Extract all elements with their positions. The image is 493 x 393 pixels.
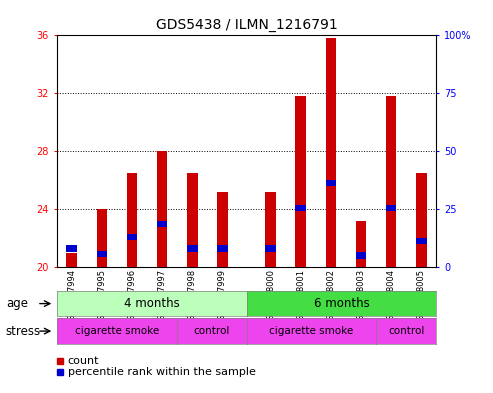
Text: percentile rank within the sample: percentile rank within the sample [68,367,255,377]
Bar [416,173,426,267]
Bar [127,233,137,240]
Bar [187,173,198,267]
Text: 6 months: 6 months [314,297,369,310]
Bar [265,245,276,252]
Bar [187,245,198,252]
Text: count: count [68,356,99,365]
Bar [217,192,228,267]
Bar [97,209,107,267]
Text: GDS5438 / ILMN_1216791: GDS5438 / ILMN_1216791 [156,18,337,32]
Bar [325,38,336,267]
Bar [295,96,306,267]
Text: control: control [388,326,424,336]
Text: cigarette smoke: cigarette smoke [269,326,353,336]
Bar [97,251,107,257]
Text: cigarette smoke: cigarette smoke [75,326,159,336]
Bar [67,245,77,252]
Bar [127,173,137,267]
Text: age: age [6,297,28,310]
Bar [295,205,306,211]
Text: 4 months: 4 months [124,297,179,310]
Text: stress: stress [6,325,41,338]
Bar [217,245,228,252]
Bar [356,252,366,259]
Bar [157,151,168,267]
Bar [325,180,336,186]
Bar [157,220,168,227]
Bar [386,96,396,267]
Bar [416,238,426,244]
Bar [67,253,77,267]
Bar [356,221,366,267]
Bar [265,192,276,267]
Bar [386,205,396,211]
Text: control: control [194,326,230,336]
